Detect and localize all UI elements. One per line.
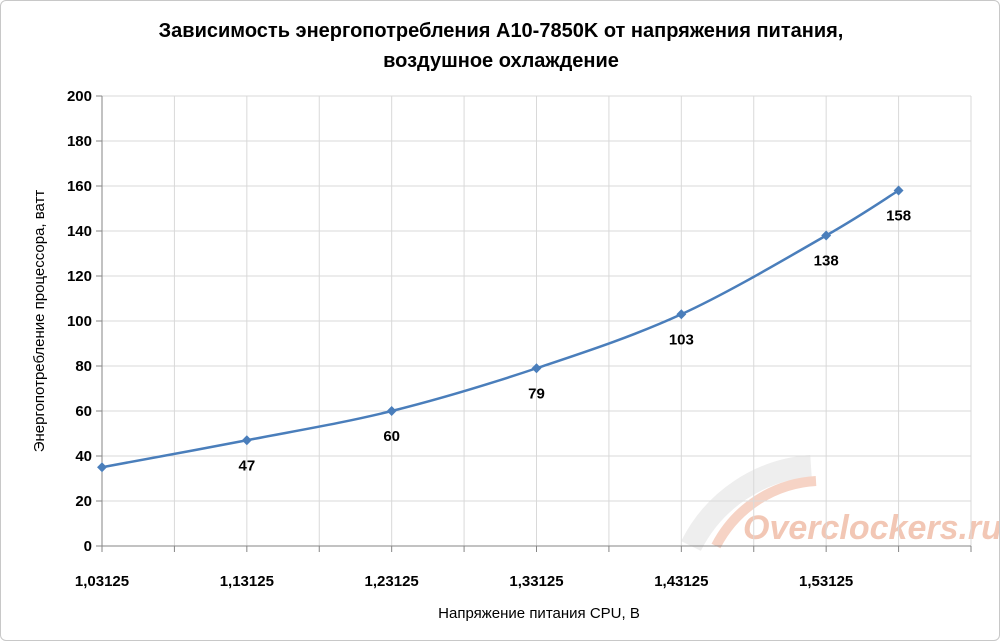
y-tick-label: 40 (75, 448, 92, 465)
watermark-swoosh-gray (681, 455, 812, 552)
data-point-marker (676, 309, 687, 320)
y-tick-label: 20 (75, 493, 92, 510)
y-tick-label: 0 (84, 538, 92, 555)
data-point-marker (531, 363, 542, 374)
y-tick-label: 60 (75, 403, 92, 420)
data-point-marker (97, 462, 107, 473)
axes: 0 20 40 60 80 100 120 140 160 180 200 1,03125 1,1312… (67, 88, 972, 590)
y-tick-label: 120 (67, 268, 92, 285)
data-labels: 47 60 79 103 138 158 (238, 208, 911, 475)
data-point-marker (241, 435, 252, 446)
watermark-swoosh-orange (711, 476, 817, 549)
y-tick-label: 200 (67, 88, 92, 105)
y-tick-label: 160 (67, 178, 92, 195)
y-tick-label: 100 (67, 313, 92, 330)
x-tick-label: 1,13125 (220, 573, 274, 590)
y-tick-label: 180 (67, 133, 92, 150)
data-label: 79 (528, 385, 545, 402)
data-label: 60 (383, 428, 400, 445)
watermark-logo: Overclockers.ru (681, 455, 999, 552)
data-label: 103 (669, 331, 694, 348)
data-point-marker (821, 230, 832, 241)
chart-title-line-2: воздушное охлаждение (383, 50, 619, 72)
x-tick-label: 1,33125 (509, 573, 563, 590)
y-axis-label: Энергопотребление процессора, ватт (31, 190, 48, 453)
chart-title-line-1: Зависимость энергопотребления A10-7850K … (159, 20, 844, 42)
grid (102, 95, 972, 546)
data-point-marker (386, 406, 397, 416)
y-tick-label: 140 (67, 223, 92, 240)
x-tick-label: 1,03125 (75, 573, 129, 590)
x-tick-label: 1,23125 (365, 573, 419, 590)
data-label: 138 (814, 253, 839, 270)
series (97, 185, 904, 473)
data-label: 47 (238, 457, 255, 474)
series-line (101, 189, 900, 469)
x-tick-label: 1,43125 (654, 573, 708, 590)
x-axis-label: Напряжение питания CPU, В (438, 605, 640, 622)
y-tick-label: 80 (75, 358, 92, 375)
data-point-marker (893, 185, 904, 196)
x-tick-label: 1,53125 (799, 573, 853, 590)
data-label: 158 (886, 208, 911, 225)
watermark-text: Overclockers.ru (743, 509, 999, 547)
